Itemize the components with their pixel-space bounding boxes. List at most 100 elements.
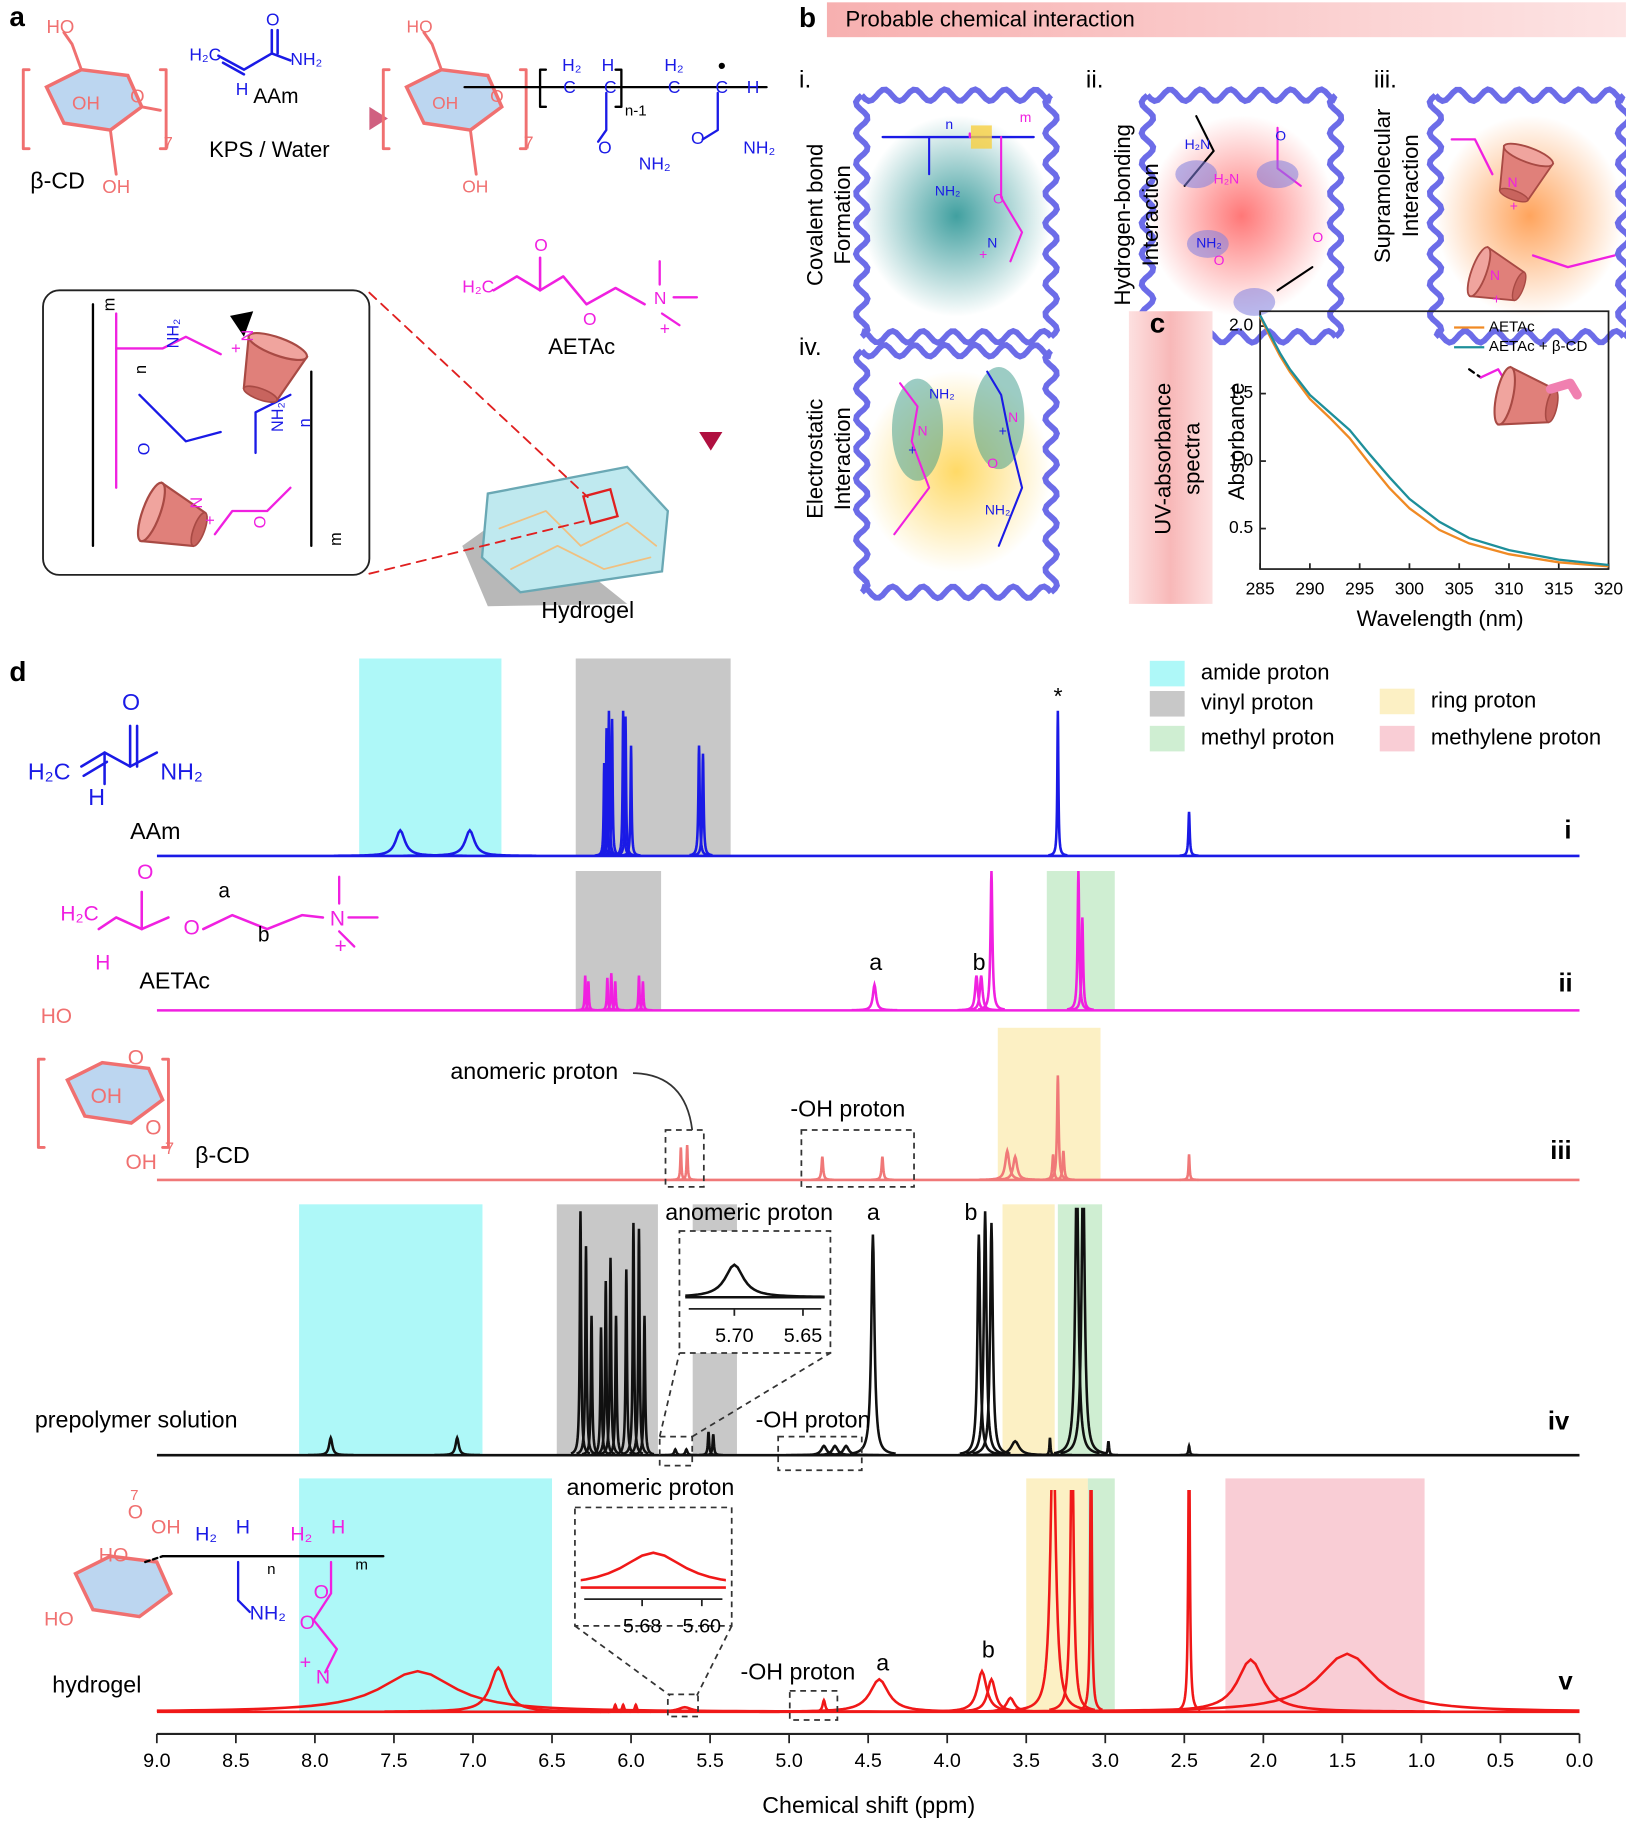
legend-swatch <box>1379 725 1415 752</box>
atom-label: O <box>534 235 548 255</box>
peak-annotation: a <box>869 949 882 975</box>
peak <box>671 1447 702 1457</box>
x-tick-label: 0.5 <box>1487 1750 1514 1772</box>
atom-label: N <box>918 423 928 439</box>
peak <box>689 745 709 857</box>
shaded-region <box>575 658 731 856</box>
reaction-conditions: KPS / Water <box>209 137 329 162</box>
inset-tick-label: 5.70 <box>715 1325 753 1347</box>
dashed-box <box>658 1435 694 1467</box>
peak <box>703 1434 723 1457</box>
bond <box>312 1560 339 1674</box>
peak <box>1040 1437 1060 1457</box>
atom-label: O <box>266 10 280 30</box>
peak <box>986 1153 1044 1182</box>
shaded-region <box>1225 1478 1425 1712</box>
pointer <box>230 311 254 337</box>
atom-label: OH <box>432 93 458 113</box>
peak <box>693 753 713 857</box>
peak <box>972 1222 1011 1455</box>
panel-label: c <box>1150 308 1166 339</box>
peak <box>1041 1154 1065 1182</box>
peak-annotation: * <box>1054 683 1063 709</box>
interaction-label: Interaction <box>1398 134 1423 237</box>
atom-label: O <box>122 689 140 715</box>
peak <box>660 1447 691 1457</box>
peak-annotation: -OH proton <box>740 1659 855 1685</box>
item-numeral: iv. <box>799 334 822 361</box>
x-tick-label: 300 <box>1395 579 1424 599</box>
peak <box>1070 917 1094 1012</box>
y-tick-label: 2.0 <box>1229 315 1253 335</box>
peak-annotation: b <box>964 1199 977 1225</box>
spectrum-line <box>1259 316 1609 568</box>
atom-label: N <box>188 497 206 509</box>
polymer-strand <box>1326 93 1345 339</box>
hydrogen-bond <box>1175 160 1218 189</box>
title-bar <box>826 2 1626 38</box>
cone-base <box>190 511 208 547</box>
atom-label: H₂C <box>189 44 221 64</box>
peak <box>1179 1154 1199 1182</box>
atom-label: NH₂ <box>639 154 671 174</box>
dashed-box <box>788 1690 839 1721</box>
atom-label: OH <box>462 177 488 197</box>
spectrum-numeral: i <box>1564 816 1571 844</box>
shaded-region <box>1002 1204 1055 1456</box>
interaction-glow <box>1435 115 1624 317</box>
atom-label: NH₂ <box>1196 235 1222 251</box>
atom-label: b <box>258 924 270 947</box>
peak <box>1046 1075 1070 1181</box>
atom-label: NH₂ <box>160 759 203 785</box>
x-axis-label: Chemical shift (ppm) <box>762 1792 975 1818</box>
inset-box <box>678 1230 832 1354</box>
peak-annotation: a <box>876 1649 889 1675</box>
peak <box>597 977 617 1012</box>
atom-label: OH <box>102 176 130 197</box>
atom-label: HO <box>47 16 75 37</box>
atom-label: H₂ <box>195 1524 217 1546</box>
legend-swatch <box>1149 691 1185 717</box>
spectrum <box>156 710 1580 858</box>
peak <box>384 1665 613 1713</box>
peak <box>1179 811 1199 857</box>
product-name: Hydrogel <box>541 597 634 623</box>
bracket <box>518 68 528 151</box>
interaction-label: Interaction <box>1138 163 1163 266</box>
atom-label: H₂ <box>562 55 581 75</box>
peak <box>851 979 898 1012</box>
peak <box>576 1246 596 1455</box>
cyclodextrin-cone <box>242 331 309 403</box>
atom-label: O <box>300 1612 315 1634</box>
bond <box>1276 266 1314 292</box>
atom-label: H <box>88 784 105 810</box>
atom-label: N <box>1008 409 1018 425</box>
peak <box>615 716 636 857</box>
x-tick-label: 4.5 <box>854 1750 881 1772</box>
peak <box>1098 1440 1118 1457</box>
peak-annotation: a <box>867 1199 880 1225</box>
atom-label: + <box>979 246 987 262</box>
polymer-strand <box>860 327 1054 346</box>
atom-label: OH <box>72 92 100 113</box>
atom-label: C <box>563 77 576 97</box>
bond <box>97 916 170 931</box>
atom-label: NH₂ <box>985 502 1011 518</box>
x-tick-label: 310 <box>1494 579 1523 599</box>
interaction-glow <box>1147 115 1336 317</box>
polymer-strand <box>859 86 1052 105</box>
bond <box>338 930 356 948</box>
peak-annotation: -OH proton <box>756 1407 871 1433</box>
peak <box>1060 1207 1107 1455</box>
peak <box>621 745 641 857</box>
y-tick-label: 0.5 <box>1229 517 1253 537</box>
item-numeral: ii. <box>1086 67 1104 94</box>
atom-label: H₂C <box>28 759 71 785</box>
atom-label: OH <box>125 1151 156 1174</box>
peak <box>677 1145 697 1182</box>
bond <box>986 370 1024 547</box>
inset-box <box>574 1506 733 1627</box>
atom-label: NH₂ <box>165 319 183 349</box>
polymer-strand <box>1614 93 1626 339</box>
